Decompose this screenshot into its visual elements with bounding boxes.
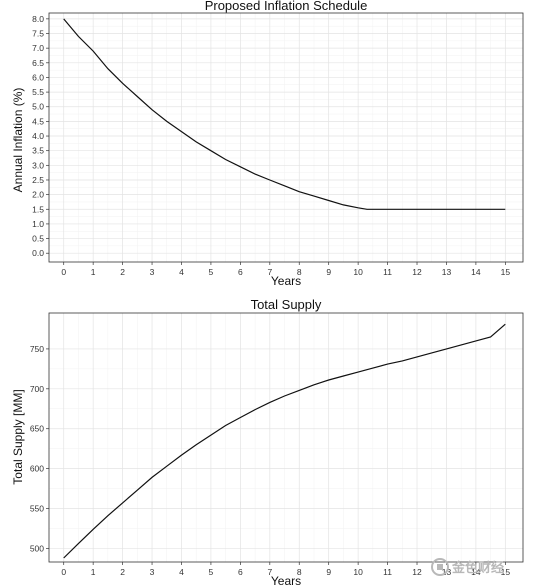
inflation-chart-grid <box>49 13 523 262</box>
supply-chart-x-tick-label: 7 <box>267 567 272 577</box>
inflation-chart-title: Proposed Inflation Schedule <box>205 0 368 13</box>
supply-chart-x-tick-label: 14 <box>471 567 481 577</box>
inflation-chart-x-tick-label: 13 <box>442 267 452 277</box>
supply-chart-marks <box>63 323 506 559</box>
supply-chart-y-tick-label: 750 <box>30 344 44 354</box>
supply-chart-y-axis-label: Total Supply [MM] <box>11 389 25 484</box>
inflation-chart-ticks: 0 1 2 3 4 5 6 7 8 9 10 11 12 13 14 150.00.51.01.52.02.5… <box>32 14 510 277</box>
coin-logo-icon <box>431 558 449 576</box>
supply-chart-x-tick-label: 11 <box>383 567 392 577</box>
inflation-chart-y-tick-label: 4.0 <box>32 131 44 141</box>
inflation-chart-y-tick-label: 3.5 <box>32 146 44 156</box>
inflation-chart-y-tick-label: 0.5 <box>32 234 44 244</box>
inflation-chart-marks <box>63 18 506 210</box>
inflation-chart-y-tick-label: 2.0 <box>32 190 44 200</box>
inflation-chart-x-tick-label: 14 <box>471 267 481 277</box>
supply-chart-x-tick-label: 10 <box>353 567 363 577</box>
supply-chart-x-tick-label: 0 <box>61 567 66 577</box>
inflation-chart-x-tick-label: 10 <box>353 267 363 277</box>
inflation-chart-y-tick-label: 8.0 <box>32 14 44 24</box>
inflation-chart-x-tick-label: 2 <box>120 267 125 277</box>
inflation-chart-x-tick-label: 8 <box>297 267 302 277</box>
inflation-chart-y-tick-label: 6.0 <box>32 72 44 82</box>
inflation-chart-y-tick-label: 7.5 <box>32 29 44 39</box>
supply-chart-y-tick-label: 550 <box>30 504 44 514</box>
inflation-chart-y-tick-label: 6.5 <box>32 58 44 68</box>
supply-chart-x-tick-label: 4 <box>179 567 184 577</box>
supply-chart-series-line <box>63 323 506 559</box>
supply-chart-y-tick-label: 600 <box>30 464 44 474</box>
inflation-chart-x-tick-label: 11 <box>383 267 392 277</box>
supply-chart-grid <box>49 313 523 562</box>
inflation-chart: 0 1 2 3 4 5 6 7 8 9 10 11 12 13 14 150.00.51.01.52.02.5… <box>11 0 524 288</box>
inflation-chart-y-tick-label: 0.0 <box>32 248 44 258</box>
inflation-chart-y-tick-label: 5.0 <box>32 102 44 112</box>
supply-chart-x-tick-label: 2 <box>120 567 125 577</box>
supply-chart-x-tick-label: 6 <box>238 567 243 577</box>
inflation-chart-series-line <box>63 18 506 210</box>
inflation-chart-x-tick-label: 7 <box>267 267 272 277</box>
supply-chart-x-tick-label: 5 <box>209 567 214 577</box>
inflation-chart-y-tick-label: 4.5 <box>32 116 44 126</box>
inflation-chart-x-tick-label: 0 <box>61 267 66 277</box>
supply-chart-x-tick-label: 9 <box>326 567 331 577</box>
supply-chart-title: Total Supply <box>251 297 322 312</box>
inflation-chart-y-tick-label: 3.0 <box>32 160 44 170</box>
supply-chart-y-tick-label: 650 <box>30 424 44 434</box>
inflation-chart-x-tick-label: 4 <box>179 267 184 277</box>
inflation-chart-x-tick-label: 1 <box>91 267 96 277</box>
watermark-text: 金色财经 <box>451 560 504 575</box>
inflation-chart-y-axis-label: Annual Inflation (%) <box>11 88 25 193</box>
supply-chart-x-tick-label: 8 <box>297 567 302 577</box>
supply-chart-x-tick-label: 15 <box>501 567 511 577</box>
supply-chart-y-tick-label: 500 <box>30 543 44 553</box>
inflation-chart-x-tick-label: 12 <box>412 267 422 277</box>
supply-chart: 0 1 2 3 4 5 6 7 8 9 10 11 12 13 14 15500550600650700750… <box>11 297 524 588</box>
supply-chart-x-tick-label: 12 <box>412 567 422 577</box>
inflation-chart-x-tick-label: 9 <box>326 267 331 277</box>
inflation-chart-y-tick-label: 7.0 <box>32 43 44 53</box>
inflation-chart-y-tick-label: 2.5 <box>32 175 44 185</box>
inflation-chart-x-axis-label: Years <box>271 274 301 288</box>
inflation-chart-x-tick-label: 3 <box>150 267 155 277</box>
coin-logo-icon-inner <box>437 564 443 570</box>
inflation-chart-x-tick-label: 6 <box>238 267 243 277</box>
supply-chart-x-tick-label: 3 <box>150 567 155 577</box>
supply-chart-x-axis-label: Years <box>271 574 301 588</box>
supply-chart-frame <box>48 312 524 563</box>
supply-chart-x-tick-label: 1 <box>91 567 96 577</box>
inflation-chart-x-tick-label: 15 <box>501 267 511 277</box>
supply-chart-y-tick-label: 700 <box>30 384 44 394</box>
inflation-chart-frame <box>48 12 524 263</box>
inflation-chart-y-tick-label: 5.5 <box>32 87 44 97</box>
watermark: 金色财经 <box>431 558 504 576</box>
inflation-chart-y-tick-label: 1.0 <box>32 219 44 229</box>
inflation-chart-x-tick-label: 5 <box>209 267 214 277</box>
inflation-chart-y-tick-label: 1.5 <box>32 204 44 214</box>
